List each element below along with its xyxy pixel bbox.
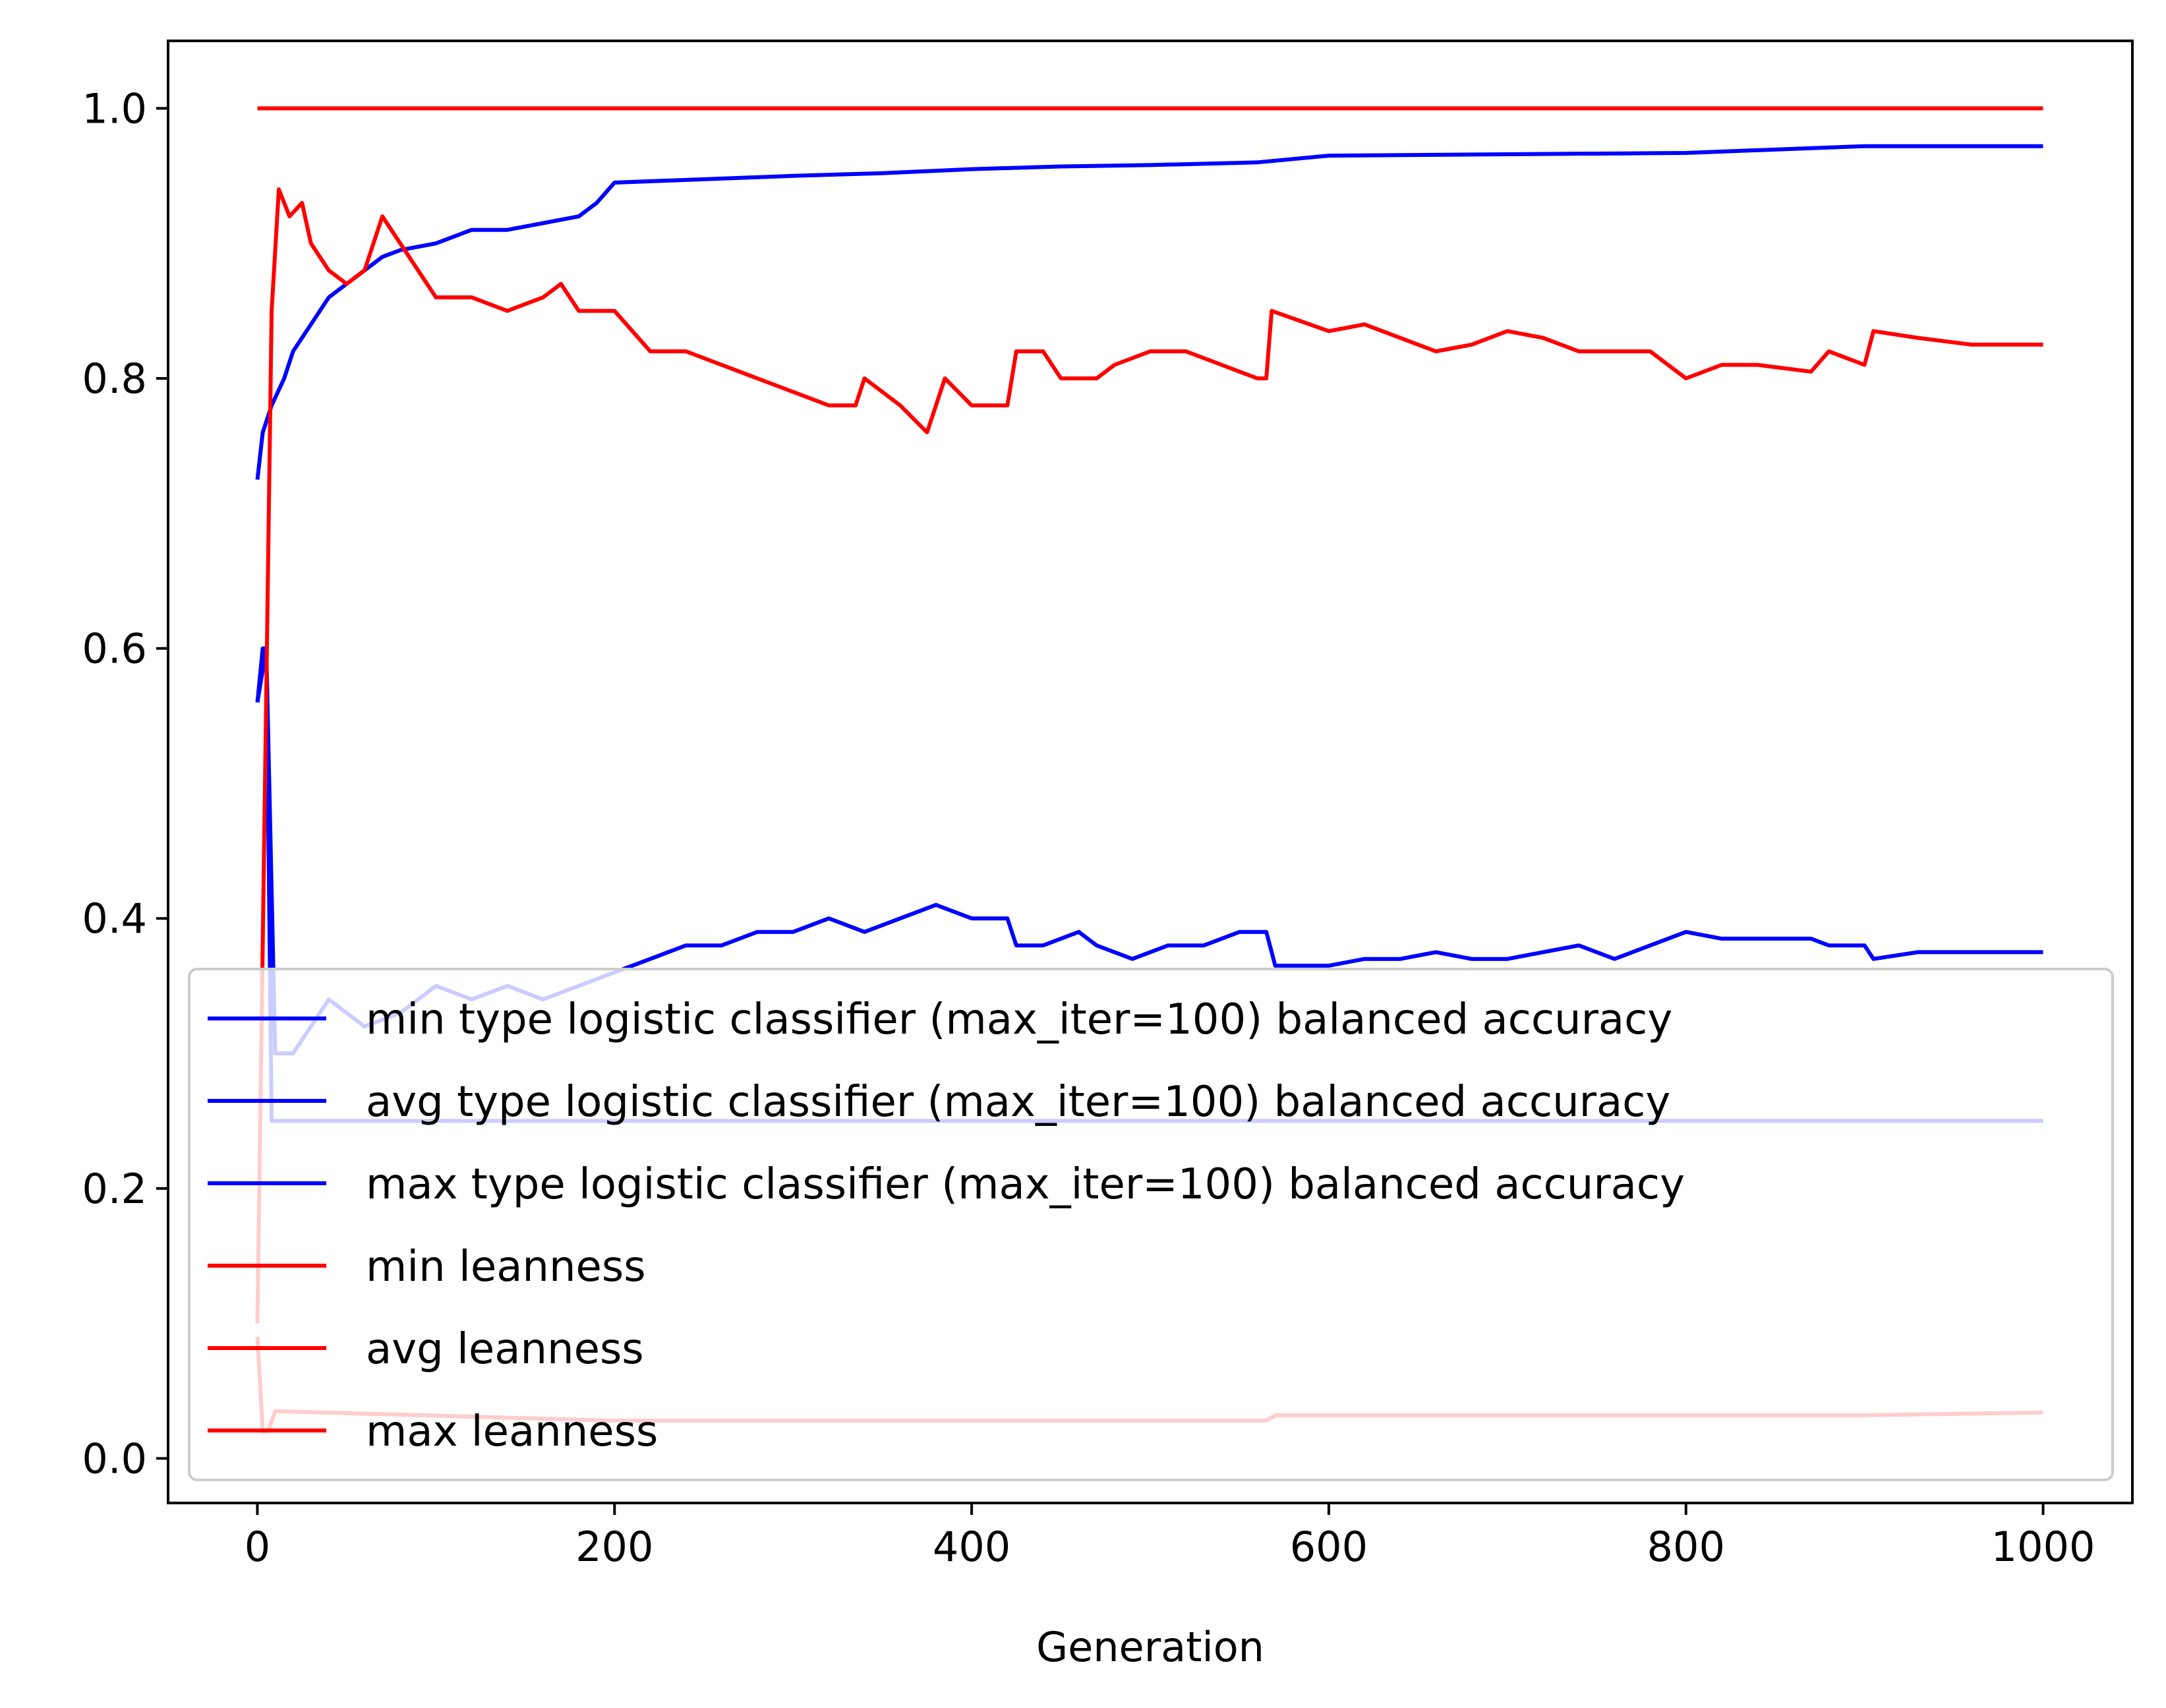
x-tick-label: 1000 [1991,1523,2095,1571]
x-axis-ticks: 0 200 400 600 800 1000 [245,1503,2095,1571]
series-line-5 [255,187,2043,1324]
y-tick-label: 1.0 [82,84,147,133]
axes-frame [167,40,2134,1504]
series-line-3 [255,144,2043,480]
legend-label-6: max leanness [366,1407,658,1456]
y-tick-label: 0.4 [82,895,147,943]
y-tick-label: 0.0 [82,1434,147,1483]
legend-label-5: avg leanness [366,1325,644,1374]
legend: min type logistic classifier (max_iter=1… [188,968,2114,1481]
legend-entries: min type logistic classifier (max_iter=1… [208,995,1685,1456]
y-tick-label: 0.6 [82,625,147,673]
x-tick-label: 0 [245,1523,270,1571]
y-tick-label: 0.2 [82,1165,147,1213]
y-axis-ticks: 0.0 0.2 0.4 0.6 0.8 1.0 [82,84,168,1483]
x-tick-label: 200 [575,1523,653,1571]
legend-label-1: min type logistic classifier (max_iter=1… [366,995,1672,1044]
x-tick-label: 400 [933,1523,1010,1571]
x-tick-label: 800 [1647,1523,1725,1571]
x-tick-label: 600 [1290,1523,1368,1571]
y-tick-label: 0.8 [82,355,147,403]
legend-box [188,968,2114,1481]
legend-label-4: min leanness [366,1243,646,1291]
legend-label-3: max type logistic classifier (max_iter=1… [366,1160,1685,1209]
x-axis-label: Generation [1036,1623,1264,1671]
legend-label-2: avg type logistic classifier (max_iter=1… [366,1078,1670,1127]
